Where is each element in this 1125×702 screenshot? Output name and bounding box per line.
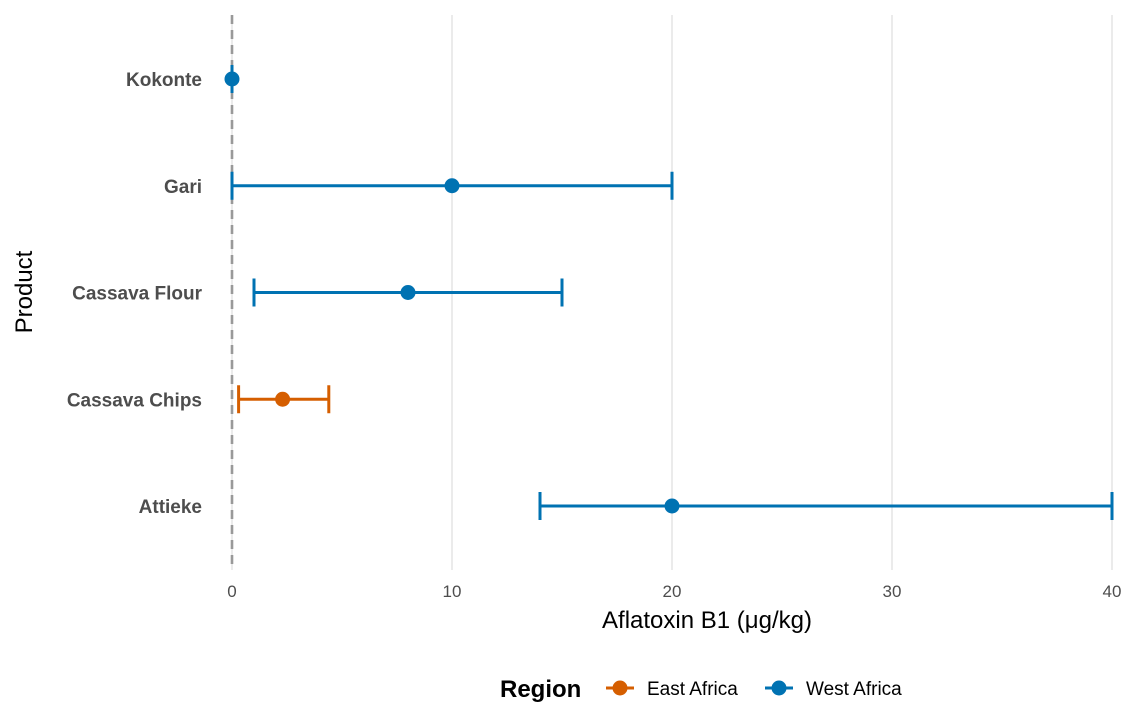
category-label: Gari [164, 177, 202, 198]
category-label: Cassava Flour [72, 284, 202, 305]
legend-title: Region [500, 676, 581, 702]
category-label: Attieke [139, 497, 202, 518]
legend-items: East Africa West Africa [606, 679, 902, 700]
data-point [400, 285, 416, 300]
x-axis-title: Aflatoxin B1 (μg/kg) [602, 607, 812, 634]
x-tick-labels: 0 10 20 30 40 [227, 582, 1121, 601]
error-bar [538, 492, 1114, 520]
legend-item: West Africa [765, 679, 902, 700]
x-tick-label: 40 [1103, 582, 1122, 601]
legend-key-point [771, 680, 787, 696]
category-labels: Kokonte Gari Cassava Flour Cassava Chips Att… [67, 70, 203, 518]
category-label: Kokonte [126, 70, 202, 91]
points [224, 71, 680, 514]
x-tick-label: 0 [227, 582, 236, 601]
data-point [444, 178, 460, 194]
category-label: Cassava Chips [67, 390, 202, 411]
x-tick-label: 30 [883, 582, 902, 601]
data-point [664, 498, 680, 514]
legend-label: West Africa [806, 679, 902, 700]
legend-key-point [612, 680, 628, 696]
data-point [224, 71, 240, 87]
x-tick-label: 10 [443, 582, 462, 601]
gridlines [231, 15, 1113, 570]
legend: Region East Africa West Africa [500, 676, 902, 702]
x-tick-label: 20 [663, 582, 682, 601]
y-axis-title: Product [11, 250, 38, 333]
legend-item: East Africa [606, 679, 738, 700]
data-point [275, 391, 291, 407]
legend-label: East Africa [647, 679, 738, 700]
